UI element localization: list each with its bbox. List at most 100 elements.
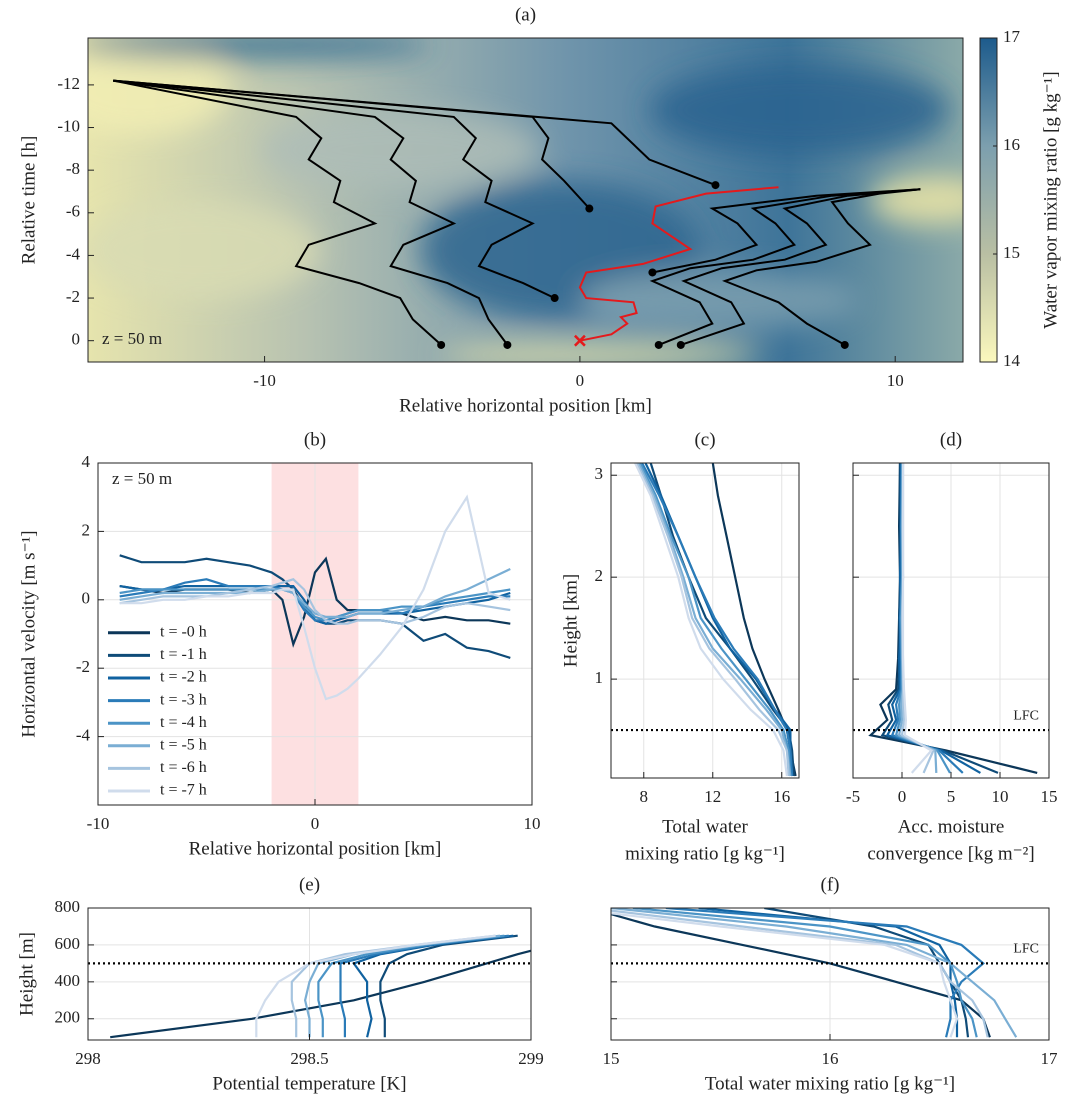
legend-label: t = -4 h xyxy=(160,714,207,731)
plot-area xyxy=(611,908,1049,1040)
trajectory-line xyxy=(578,186,779,342)
x-tick-label: 298 xyxy=(75,1049,101,1068)
x-tick-label: -10 xyxy=(87,814,110,833)
y-tick-label: -6 xyxy=(66,202,80,221)
trajectory-end xyxy=(648,268,657,277)
profile-line xyxy=(611,912,959,1038)
x-tick-label: 0 xyxy=(898,787,907,806)
y-tick-label: -10 xyxy=(57,116,80,135)
profile-line xyxy=(641,463,794,777)
annotation: z = 50 m xyxy=(102,329,162,348)
series-line xyxy=(119,494,511,701)
trajectory-end xyxy=(654,340,663,349)
x-tick-label: 299 xyxy=(518,1049,544,1068)
y-tick-label: 2 xyxy=(595,566,604,585)
y-tick-label: -4 xyxy=(66,244,81,263)
trajectory-line xyxy=(113,79,716,187)
y-tick-label: 3 xyxy=(595,464,604,483)
panel-title: (d) xyxy=(940,429,962,450)
x-axis-label: mixing ratio [g kg⁻¹] xyxy=(625,843,785,864)
y-axis-label: Height [km] xyxy=(560,574,581,667)
trajectory-end xyxy=(840,340,849,349)
x-tick-label: 0 xyxy=(311,814,320,833)
x-axis-label: Total water mixing ratio [g kg⁻¹] xyxy=(705,1073,955,1094)
y-tick-label: -2 xyxy=(66,287,80,306)
profile-line xyxy=(900,463,935,774)
x-tick-label: -10 xyxy=(253,371,276,390)
profile-line xyxy=(901,463,934,774)
annotation: z = 50 m xyxy=(112,469,172,488)
y-tick-label: 1 xyxy=(595,668,604,687)
plot-area xyxy=(98,463,532,805)
panel-title: (a) xyxy=(515,4,536,25)
legend-label: t = -3 h xyxy=(160,691,207,708)
y-tick-label: 0 xyxy=(82,589,91,608)
trajectory-end xyxy=(550,294,559,303)
trajectory-line xyxy=(113,79,509,346)
y-tick-label: 0 xyxy=(72,330,81,349)
x-tick-label: 10 xyxy=(992,787,1009,806)
legend-label: t = -5 h xyxy=(160,736,207,753)
plot-area xyxy=(113,79,921,349)
profile-line xyxy=(611,913,991,1038)
profile-line xyxy=(632,908,978,1038)
x-tick-label: 10 xyxy=(524,814,541,833)
x-tick-label: 17 xyxy=(1041,1049,1059,1068)
plot-area xyxy=(611,463,799,778)
y-axis-label: Relative time [h] xyxy=(18,136,39,265)
axes-frame xyxy=(87,907,532,1041)
series-line xyxy=(119,568,511,618)
x-tick-label: 15 xyxy=(1041,787,1058,806)
x-axis-label: Relative horizontal position [km] xyxy=(399,395,652,416)
trajectory-line xyxy=(722,188,921,346)
x-axis-label: convergence [kg m⁻²] xyxy=(867,843,1034,864)
profile-line xyxy=(611,908,1018,1038)
profile-line xyxy=(379,934,518,1038)
y-tick-label: 400 xyxy=(55,971,81,990)
profile-line xyxy=(255,934,496,1038)
panel-title: (b) xyxy=(304,429,326,450)
trajectory-line xyxy=(113,79,442,346)
axes-frame xyxy=(852,462,1050,779)
profile-line xyxy=(634,463,788,777)
x-tick-label: 10 xyxy=(887,371,904,390)
profile-line xyxy=(110,949,531,1039)
trajectory-line xyxy=(680,188,921,346)
x-tick-label: 0 xyxy=(576,371,585,390)
axes-frame xyxy=(97,462,533,806)
profile-line xyxy=(639,463,792,777)
panel-title: (f) xyxy=(821,874,840,895)
x-axis-label: Relative horizontal position [km] xyxy=(189,838,442,859)
colorbar-tick-label: 15 xyxy=(1003,243,1020,262)
legend-label: t = -7 h xyxy=(160,782,207,799)
trajectory-end xyxy=(503,340,512,349)
y-tick-label: -12 xyxy=(57,74,80,93)
plot-area xyxy=(853,463,1049,778)
trajectory-end xyxy=(437,340,446,349)
y-tick-label: 2 xyxy=(82,520,91,539)
y-tick-label: 4 xyxy=(82,452,91,471)
x-tick-label: 298.5 xyxy=(290,1049,328,1068)
trajectory-start xyxy=(574,334,586,347)
profile-line xyxy=(317,934,505,1038)
x-tick-label: 15 xyxy=(603,1049,620,1068)
series-line xyxy=(119,578,511,625)
y-axis-label: Horizontal velocity [m s⁻¹] xyxy=(18,530,39,737)
y-tick-label: -4 xyxy=(76,726,91,745)
legend-label: t = -1 h xyxy=(160,646,207,663)
colorbar xyxy=(979,37,998,363)
y-tick-label: -8 xyxy=(66,159,80,178)
x-tick-label: 12 xyxy=(704,787,721,806)
trajectory-end xyxy=(585,204,594,213)
colorbar-tick-label: 17 xyxy=(1003,27,1021,46)
panel-title: (e) xyxy=(299,874,320,895)
colorbar-tick-label: 16 xyxy=(1003,135,1020,154)
x-tick-label: 5 xyxy=(947,787,956,806)
x-tick-label: 16 xyxy=(822,1049,839,1068)
axes-frame xyxy=(610,462,800,779)
y-tick-label: 600 xyxy=(55,934,81,953)
profile-line xyxy=(637,463,792,777)
legend-label: t = -6 h xyxy=(160,759,207,776)
x-axis-label: Potential temperature [K] xyxy=(212,1073,406,1094)
